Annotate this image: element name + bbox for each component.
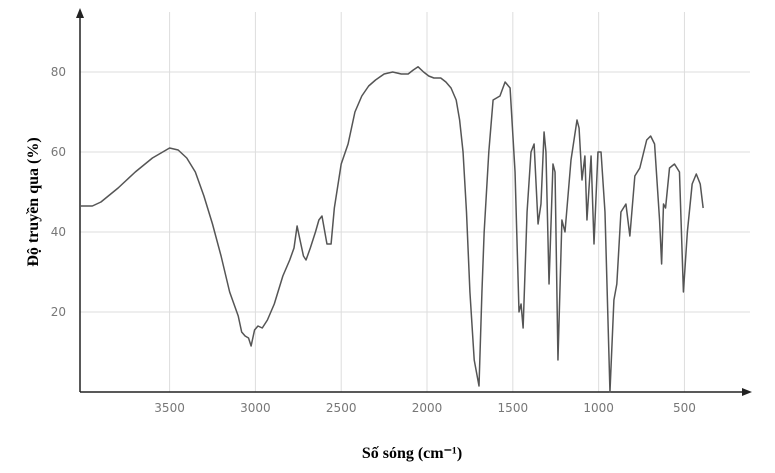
- y-tick-label: 80: [51, 65, 66, 79]
- x-tick-label: 1500: [498, 401, 529, 415]
- x-tick-label: 3000: [240, 401, 271, 415]
- x-tick-label: 1000: [583, 401, 614, 415]
- spectrum-line: [80, 66, 704, 393]
- y-axis-arrow: [76, 8, 84, 18]
- x-tick-label: 3500: [154, 401, 185, 415]
- x-axis-title: Số sóng (cm⁻¹): [362, 445, 462, 462]
- x-tick-label: 2500: [326, 401, 357, 415]
- x-tick-label: 500: [673, 401, 696, 415]
- y-tick-label: 40: [51, 225, 66, 239]
- y-axis-title: Độ truyền qua (%): [25, 137, 42, 266]
- x-axis-arrow: [742, 388, 752, 396]
- y-tick-label: 60: [51, 145, 66, 159]
- x-tick-label: 2000: [412, 401, 443, 415]
- y-tick-label: 20: [51, 305, 66, 319]
